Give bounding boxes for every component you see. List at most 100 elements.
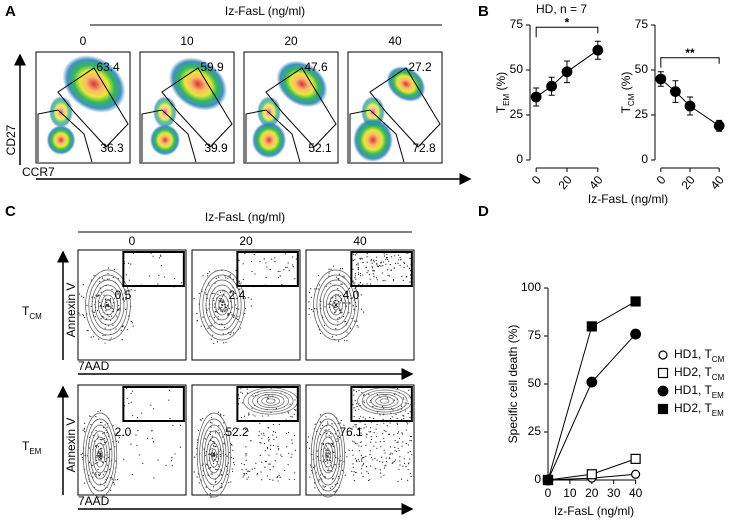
event-dot	[396, 387, 399, 390]
event-dot	[325, 445, 328, 447]
event-dot	[265, 277, 267, 279]
event-dot	[369, 278, 371, 280]
contour	[313, 418, 343, 492]
event-dot	[408, 267, 411, 269]
event-dot	[402, 441, 404, 443]
event-dot	[109, 477, 111, 479]
event-dot	[279, 270, 281, 272]
event-dot	[375, 441, 377, 443]
gate-value: 76.1	[339, 425, 363, 439]
event-dot	[332, 265, 335, 267]
event-dot	[363, 393, 365, 396]
event-dot	[354, 288, 356, 290]
y-tick-label: 75	[635, 17, 649, 31]
event-dot	[230, 443, 232, 446]
event-dot	[258, 431, 260, 433]
event-dot	[387, 258, 389, 261]
event-dot	[101, 494, 103, 496]
event-dot	[357, 458, 359, 460]
event-dot	[278, 448, 280, 450]
event-dot	[263, 434, 265, 437]
data-marker	[630, 453, 641, 464]
event-dot	[362, 311, 365, 313]
event-dot	[373, 445, 375, 447]
event-dot	[335, 310, 337, 312]
event-dot	[217, 411, 220, 413]
event-dot	[326, 453, 328, 455]
event-dot	[365, 433, 367, 435]
event-dot	[383, 255, 386, 257]
event-dot	[253, 253, 255, 256]
event-dot	[266, 447, 269, 450]
contour	[322, 284, 350, 326]
axis-label: 7AAD	[78, 359, 110, 373]
event-dot	[294, 472, 296, 474]
x-tick-label: 0	[545, 486, 552, 500]
event-dot	[360, 445, 362, 448]
event-dot	[91, 472, 93, 474]
event-dot	[362, 475, 364, 478]
event-dot	[394, 440, 396, 442]
event-dot	[153, 477, 155, 479]
event-dot	[359, 272, 362, 275]
event-dot	[376, 435, 378, 438]
event-dot	[376, 459, 378, 461]
x-tick-label: 0	[529, 173, 544, 187]
event-dot	[332, 297, 334, 299]
y-tick-label: 0	[516, 152, 523, 166]
data-line	[547, 333, 636, 481]
event-dot	[213, 462, 215, 464]
event-dot	[368, 274, 370, 276]
event-dot	[242, 392, 244, 394]
event-dot	[379, 440, 381, 443]
event-dot	[410, 475, 412, 478]
event-dot	[210, 467, 212, 469]
event-dot	[358, 418, 360, 420]
event-dot	[265, 262, 267, 264]
event-dot	[147, 437, 149, 439]
event-dot	[353, 389, 355, 392]
event-dot	[209, 453, 211, 455]
contour	[212, 289, 232, 321]
event-dot	[260, 471, 262, 473]
event-dot	[409, 257, 411, 259]
event-dot	[117, 308, 119, 311]
column-label: 40	[353, 234, 367, 248]
event-dot	[118, 441, 120, 443]
event-dot	[354, 275, 356, 277]
event-dot	[113, 481, 115, 484]
event-dot	[335, 303, 337, 305]
contour	[206, 436, 222, 474]
plot-frame	[77, 384, 187, 496]
event-dot	[251, 468, 253, 470]
gate-value: 63.4	[96, 60, 120, 74]
event-dot	[97, 468, 99, 471]
y-axis-label-part: CM	[627, 93, 636, 106]
event-dot	[117, 309, 119, 312]
event-dot	[209, 492, 211, 495]
event-dot	[269, 468, 271, 471]
event-dot	[101, 421, 103, 424]
event-dot	[330, 300, 332, 303]
event-dot	[78, 312, 80, 314]
y-axis-label: TEM (%)	[494, 72, 510, 113]
event-dot	[212, 486, 215, 488]
event-dot	[111, 478, 113, 480]
event-dot	[333, 302, 335, 305]
event-dot	[222, 310, 224, 312]
event-dot	[199, 419, 201, 421]
column-label: 20	[239, 234, 253, 248]
event-dot	[329, 487, 332, 489]
event-dot	[231, 468, 233, 470]
event-dot	[402, 465, 404, 467]
event-dot	[254, 273, 256, 275]
column-label: 20	[284, 34, 298, 48]
event-dot	[354, 409, 356, 411]
event-dot	[93, 275, 95, 277]
event-dot	[108, 468, 110, 471]
event-dot	[118, 436, 121, 439]
event-dot	[131, 390, 134, 392]
contour	[211, 448, 217, 462]
event-dot	[383, 449, 385, 451]
